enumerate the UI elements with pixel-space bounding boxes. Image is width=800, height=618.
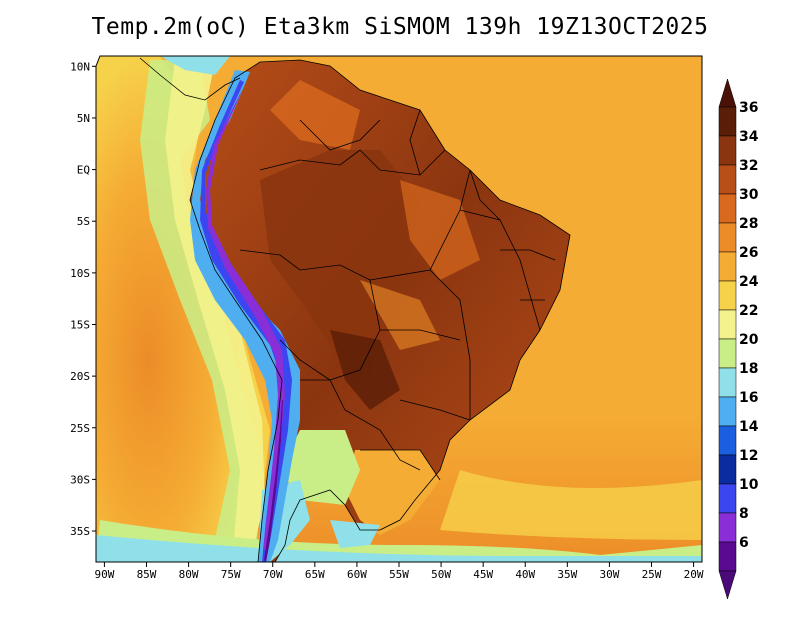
- colorbar-label: 24: [739, 274, 759, 290]
- political-boundaries: [189, 59, 571, 563]
- colorbar-swatch: [718, 280, 737, 311]
- colorbar-label: 8: [739, 506, 749, 522]
- colorbar-swatch: [718, 425, 737, 456]
- colorbar-swatch: [718, 454, 737, 485]
- lon-tick-label: 55W: [389, 568, 409, 581]
- colorbar-top-arrow: [718, 78, 737, 108]
- colorbar-swatch: [718, 106, 737, 137]
- colorbar-swatch: [718, 193, 737, 224]
- lat-tick-label: EQ: [77, 164, 90, 177]
- colorbar-swatch: [718, 164, 737, 195]
- colorbar-label: 18: [739, 361, 758, 377]
- colorbar-label: 22: [739, 303, 758, 319]
- lon-tick-label: 25W: [642, 568, 662, 581]
- andes-cold-band: [190, 70, 300, 562]
- latitude-axis: 10N 5N EQ 5S 10S 15S 20S 25S 30S 35S: [70, 60, 96, 538]
- colorbar-label: 12: [739, 448, 758, 464]
- colorbar-swatch: [718, 135, 737, 166]
- lat-tick-label: 15S: [70, 318, 90, 331]
- temperature-field: [96, 56, 702, 562]
- map-title: Temp.2m(oC) Eta3km SiSMOM 139h 19Z13OCT2…: [91, 14, 709, 40]
- lon-tick-label: 40W: [515, 568, 535, 581]
- lat-tick-label: 5N: [77, 112, 90, 125]
- lat-tick-label: 10S: [70, 267, 90, 280]
- lon-tick-label: 65W: [305, 568, 325, 581]
- colorbar-swatch: [718, 396, 737, 427]
- colorbar-bottom-arrow: [718, 570, 737, 600]
- longitude-axis: 90W 85W 80W 75W 70W 65W 60W 55W 50W 45W 40W 35W 30W 2…: [94, 562, 704, 581]
- colorbar: 36 34 32 30 28 26 24 22 20 18 16 14 12 10 8 6: [718, 78, 759, 600]
- colorbar-swatch: [718, 222, 737, 253]
- lat-tick-label: 25S: [70, 422, 90, 435]
- lon-tick-label: 70W: [263, 568, 283, 581]
- lon-tick-label: 50W: [431, 568, 451, 581]
- colorbar-label: 32: [739, 158, 758, 174]
- lon-tick-label: 35W: [557, 568, 577, 581]
- lon-tick-label: 80W: [179, 568, 199, 581]
- colorbar-swatch: [718, 483, 737, 514]
- lat-tick-label: 35S: [70, 525, 90, 538]
- colorbar-label: 20: [739, 332, 759, 348]
- lon-tick-label: 85W: [137, 568, 157, 581]
- lon-tick-label: 75W: [221, 568, 241, 581]
- colorbar-label: 6: [739, 535, 749, 551]
- lon-tick-label: 60W: [347, 568, 367, 581]
- colorbar-swatch: [718, 367, 737, 398]
- lon-tick-label: 30W: [599, 568, 619, 581]
- colorbar-label: 26: [739, 245, 758, 261]
- colorbar-label: 14: [739, 419, 759, 435]
- lat-tick-label: 20S: [70, 370, 90, 383]
- colorbar-label: 28: [739, 216, 758, 232]
- colorbar-swatch: [718, 251, 737, 282]
- lat-tick-label: 10N: [70, 60, 90, 73]
- colorbar-swatch: [718, 338, 737, 369]
- colorbar-swatch: [718, 309, 737, 340]
- colorbar-label: 36: [739, 100, 758, 116]
- lon-tick-label: 90W: [94, 568, 114, 581]
- colorbar-label: 16: [739, 390, 758, 406]
- colorbar-label: 10: [739, 477, 759, 493]
- lat-tick-label: 30S: [70, 473, 90, 486]
- lat-tick-label: 5S: [77, 215, 90, 228]
- colorbar-label: 30: [739, 187, 759, 203]
- colorbar-swatch: [718, 512, 737, 543]
- lon-tick-label: 45W: [473, 568, 493, 581]
- colorbar-label: 34: [739, 129, 759, 145]
- colorbar-swatch: [718, 541, 737, 572]
- lon-tick-label: 20W: [684, 568, 704, 581]
